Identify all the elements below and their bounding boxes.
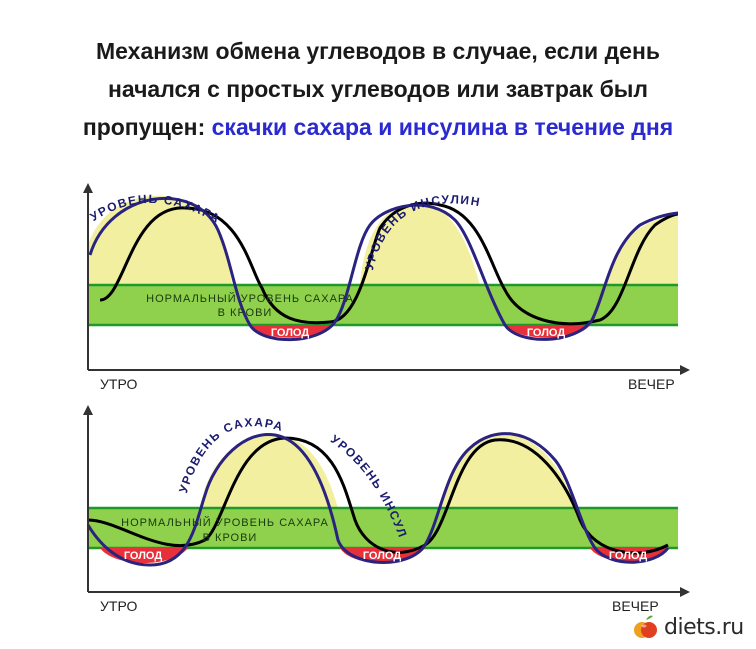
bottom-hunger-label-2: ГОЛОД bbox=[363, 550, 402, 562]
top-normal-band bbox=[88, 285, 678, 325]
bottom-sugar-curve bbox=[86, 432, 670, 567]
top-chart: УРОВЕНЬ САХАРА УРОВЕНЬ ИНСУЛИНА НОРМАЛЬН… bbox=[0, 0, 690, 392]
top-hunger-label-2: ГОЛОД bbox=[527, 327, 566, 339]
bottom-normal-label-1: НОРМАЛЬНЫЙ УРОВЕНЬ САХАРА bbox=[121, 516, 329, 529]
title-line-2: начался с простых углеводов или завтрак … bbox=[107, 76, 649, 102]
top-evening-label: ВЕЧЕР bbox=[628, 376, 675, 392]
diets-watermark: diets.ru bbox=[632, 612, 744, 642]
bottom-sugar-peaks bbox=[200, 434, 575, 508]
top-hunger-zone-1 bbox=[248, 325, 332, 338]
top-normal-label-1: НОРМАЛЬНЫЙ УРОВЕНЬ САХАРА bbox=[146, 292, 354, 305]
bottom-evening-label: ВЕЧЕР bbox=[612, 598, 659, 614]
bottom-hunger-label-1: ГОЛОД bbox=[124, 550, 163, 562]
title-highlight: скачки сахара и инсулина в течение дня bbox=[211, 114, 674, 140]
bottom-insulin-curve bbox=[87, 436, 669, 555]
top-morning-label: УТРО bbox=[100, 376, 137, 392]
top-sugar-curve bbox=[88, 196, 678, 342]
top-insulin-curve bbox=[99, 201, 678, 326]
title-line-3-lead: пропущен: bbox=[82, 114, 206, 140]
bottom-normal-label-2: В КРОВИ bbox=[203, 532, 258, 544]
title-line-1: Механизм обмена углеводов в случае, если… bbox=[96, 38, 660, 64]
watermark-text: diets.ru bbox=[664, 614, 744, 640]
bottom-hunger-label-3: ГОЛОД bbox=[609, 550, 648, 562]
bottom-morning-label: УТРО bbox=[100, 598, 137, 614]
apple-logo-icon bbox=[634, 615, 657, 638]
diagram-title: Механизм обмена углеводов в случае, если… bbox=[0, 32, 756, 146]
top-hunger-label-1: ГОЛОД bbox=[271, 327, 310, 339]
top-sugar-peaks bbox=[88, 195, 678, 285]
top-normal-label-2: В КРОВИ bbox=[218, 307, 273, 319]
title-line-3: пропущен: скачки сахара и инсулина в теч… bbox=[0, 108, 756, 146]
